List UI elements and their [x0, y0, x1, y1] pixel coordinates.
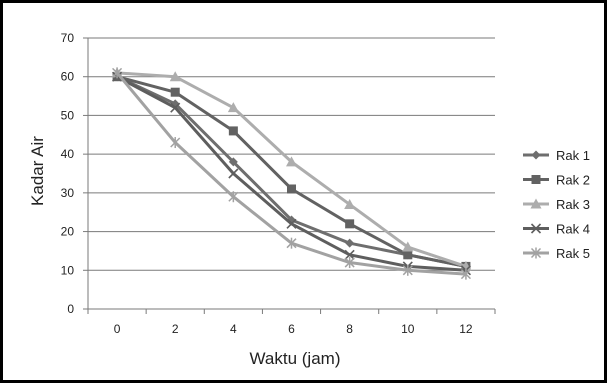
legend-label-rak-3: Rak 3	[556, 197, 590, 212]
series-rak-3	[111, 67, 472, 271]
point-rak-1-8	[345, 238, 355, 248]
x-axis-label: Waktu (jam)	[250, 349, 341, 368]
x-tick-labels: 0 2 4 6 8 10 12	[114, 322, 473, 336]
legend-item-rak-4: Rak 4	[523, 222, 590, 237]
y-tick-30: 30	[61, 186, 75, 200]
point-rak-4-6	[286, 218, 297, 229]
x-tick-4: 4	[230, 322, 237, 336]
point-rak-5-12	[460, 268, 471, 280]
point-rak-5-0	[112, 67, 123, 79]
y-tick-labels: 0 10 20 30 40 50 60 70	[61, 31, 75, 316]
point-rak-2-2	[170, 87, 180, 97]
point-rak-3-10	[402, 241, 414, 252]
legend-item-rak-3: Rak 3	[523, 197, 590, 212]
legend-swatch-marker-rak-1	[531, 150, 541, 160]
point-rak-3-8	[344, 198, 356, 209]
legend-label-rak-1: Rak 1	[556, 148, 590, 163]
point-rak-3-6	[286, 156, 297, 167]
point-rak-2-10	[403, 250, 413, 260]
point-rak-4-4	[228, 168, 239, 179]
legend: Rak 1 Rak 2 Rak 3 Rak 4 Rak 5	[523, 148, 590, 261]
point-rak-4-2	[170, 102, 181, 113]
point-rak-1-4	[228, 157, 238, 167]
legend-item-rak-5: Rak 5	[523, 246, 590, 261]
x-tick-6: 6	[288, 322, 295, 336]
point-rak-2-8	[345, 219, 355, 229]
y-tick-20: 20	[61, 225, 75, 239]
legend-swatch-marker-rak-4	[530, 223, 542, 234]
point-rak-4-8	[344, 249, 355, 260]
point-rak-5-4	[228, 191, 239, 203]
y-tick-0: 0	[67, 302, 74, 316]
legend-item-rak-2: Rak 2	[523, 173, 590, 188]
y-tick-50: 50	[61, 108, 75, 122]
x-tick-12: 12	[459, 322, 473, 336]
series-rak-5	[112, 67, 471, 280]
y-tick-60: 60	[61, 70, 75, 84]
y-tick-70: 70	[61, 31, 75, 45]
y-axis-label: Kadar Air	[28, 136, 47, 206]
legend-label-rak-2: Rak 2	[556, 173, 590, 188]
point-rak-2-6	[287, 184, 296, 194]
point-rak-2-4	[228, 126, 238, 136]
legend-label-rak-5: Rak 5	[556, 246, 590, 261]
x-tick-0: 0	[114, 322, 121, 336]
series-lines	[111, 67, 472, 280]
point-rak-3-2	[169, 71, 181, 82]
y-tick-10: 10	[61, 263, 75, 277]
x-tick-10: 10	[401, 322, 415, 336]
point-rak-5-6	[286, 237, 297, 249]
legend-swatch-marker-rak-2	[531, 175, 541, 184]
legend-item-rak-1: Rak 1	[523, 148, 590, 163]
legend-swatch-marker-rak-3	[530, 198, 542, 209]
legend-label-rak-4: Rak 4	[556, 222, 590, 237]
y-tick-40: 40	[61, 147, 75, 161]
axes	[87, 38, 496, 314]
x-tick-8: 8	[346, 322, 353, 336]
chart-frame: 0 10 20 30 40 50 60 70 0 2 4 6 8 10 12 Rak 1 Rak 2 Rak …	[3, 3, 604, 380]
point-rak-3-4	[227, 102, 239, 113]
legend-swatch-marker-rak-5	[530, 247, 542, 259]
point-rak-5-8	[344, 257, 355, 269]
point-rak-5-2	[170, 137, 181, 149]
x-tick-2: 2	[172, 322, 179, 336]
point-rak-5-10	[402, 264, 413, 276]
